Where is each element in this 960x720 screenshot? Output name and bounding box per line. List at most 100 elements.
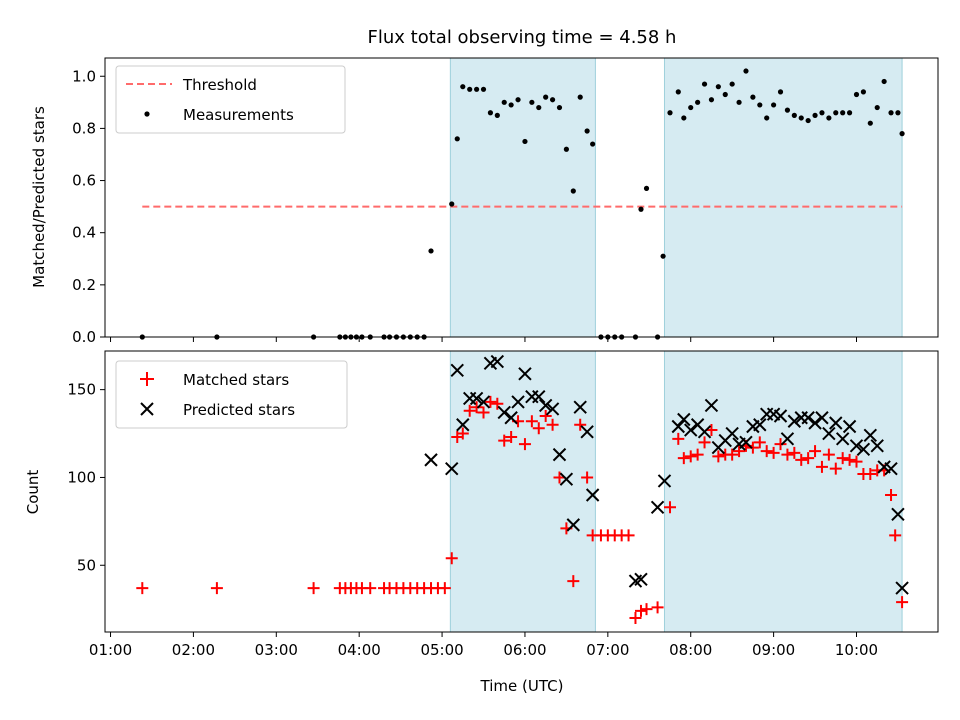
matched-star-point <box>491 397 504 410</box>
measurement-point <box>449 201 455 207</box>
matched-star-point <box>634 604 647 617</box>
predicted-star-point <box>780 432 795 446</box>
predicted-star-point <box>801 411 815 425</box>
predicted-star-point <box>697 425 712 439</box>
matched-star-point <box>629 611 642 624</box>
measurement-point <box>888 110 894 116</box>
matched-star-point <box>456 427 469 440</box>
x-tick-label: 10:00 <box>835 641 878 659</box>
measurement-point <box>895 110 901 116</box>
predicted-star-point <box>545 402 560 416</box>
predicted-star-point <box>684 423 698 437</box>
x-tick-label: 05:00 <box>420 641 463 659</box>
legend-matched-swatch <box>140 372 154 386</box>
x-tick-label: 03:00 <box>255 641 298 659</box>
matched-star-point <box>574 418 587 431</box>
predicted-star-point <box>469 391 484 406</box>
top-shaded-interval <box>663 57 903 338</box>
legend-predicted-label: Predicted stars <box>183 401 295 419</box>
matched-star-point <box>753 436 766 449</box>
matched-star-point <box>712 450 725 463</box>
matched-star-point <box>518 438 531 451</box>
matched-star-point <box>726 448 739 461</box>
measurement-point <box>543 94 549 100</box>
measurement-point <box>708 97 715 103</box>
matched-star-point <box>532 422 545 435</box>
measurement-point <box>549 97 556 103</box>
matched-star-point <box>781 448 794 461</box>
matched-star-point <box>767 446 780 459</box>
measurement-point <box>454 136 460 142</box>
measurement-point <box>840 110 846 116</box>
matched-star-point <box>746 441 759 454</box>
measurement-point <box>556 104 563 111</box>
measurement-point <box>798 115 804 121</box>
predicted-star-point <box>671 419 685 434</box>
matched-star-point <box>802 452 815 465</box>
bottom-y-axis-label: Count <box>24 470 42 515</box>
predicted-star-point <box>829 416 843 430</box>
predicted-star-point <box>518 367 532 381</box>
measurement-point <box>660 253 666 259</box>
measurement-point <box>460 84 466 90</box>
measurement-point <box>522 138 528 145</box>
matched-star-point <box>622 529 635 542</box>
matched-star-point <box>829 462 842 475</box>
matched-star-point <box>498 434 511 447</box>
predicted-star-point <box>870 439 884 453</box>
measurement-point <box>695 99 701 105</box>
predicted-star-point <box>895 581 909 595</box>
predicted-star-point <box>650 500 665 515</box>
matched-star-point <box>664 501 677 514</box>
measurement-point <box>833 110 839 116</box>
predicted-star-point <box>822 426 836 441</box>
measurement-point <box>494 112 500 118</box>
top-y-tick-label: 0.6 <box>72 172 96 190</box>
matched-star-point <box>525 415 538 428</box>
predicted-star-point <box>504 411 518 425</box>
measurement-point <box>743 68 749 74</box>
measurement-point <box>487 110 494 116</box>
measurement-point <box>701 81 708 87</box>
measurement-point <box>777 89 784 95</box>
matched-star-point <box>438 582 451 595</box>
measurement-point <box>881 78 887 85</box>
x-tick-label: 02:00 <box>172 641 215 659</box>
figure-title: Flux total observing time = 4.58 h <box>368 27 677 48</box>
predicted-star-point <box>739 435 753 450</box>
measurement-point <box>577 94 583 100</box>
matched-star-point <box>539 409 552 422</box>
predicted-star-point <box>585 488 600 502</box>
predicted-star-point <box>634 572 648 587</box>
bottom-panel: 50 100 150 01:00 02:00 03:00 04:00 05:00 06:00 0… <box>24 350 939 695</box>
bottom-y-tick-label: 50 <box>77 556 96 574</box>
x-tick-label: 08:00 <box>669 641 712 659</box>
x-tick-label: 04:00 <box>338 641 381 659</box>
matched-star-point <box>850 455 863 468</box>
measurement-point <box>736 99 742 105</box>
predicted-star-point <box>773 409 788 423</box>
matched-star-point <box>836 452 849 465</box>
matched-star-point <box>445 552 458 565</box>
measurement-point <box>867 120 873 126</box>
x-tick-label: 06:00 <box>503 641 546 659</box>
top-shaded-interval <box>449 57 596 338</box>
measurement-point <box>515 97 521 103</box>
predicted-star-point <box>704 398 719 413</box>
matched-star-point <box>809 445 822 458</box>
measurement-point <box>590 141 596 147</box>
matched-star-point <box>463 404 476 417</box>
matched-star-point <box>364 582 377 595</box>
matched-star-point <box>864 467 877 480</box>
predicted-star-point <box>552 447 567 462</box>
matched-star-point <box>581 471 594 484</box>
measurement-point <box>899 131 905 137</box>
top-legend: Threshold Measurements <box>115 65 346 134</box>
measurement-point <box>467 86 473 92</box>
top-y-tick-label: 1.0 <box>72 67 96 85</box>
matched-star-point <box>774 438 787 451</box>
measurement-point <box>722 91 728 98</box>
matched-star-point <box>210 582 223 595</box>
matched-star-point <box>795 453 808 466</box>
x-tick-label: 07:00 <box>586 641 629 659</box>
